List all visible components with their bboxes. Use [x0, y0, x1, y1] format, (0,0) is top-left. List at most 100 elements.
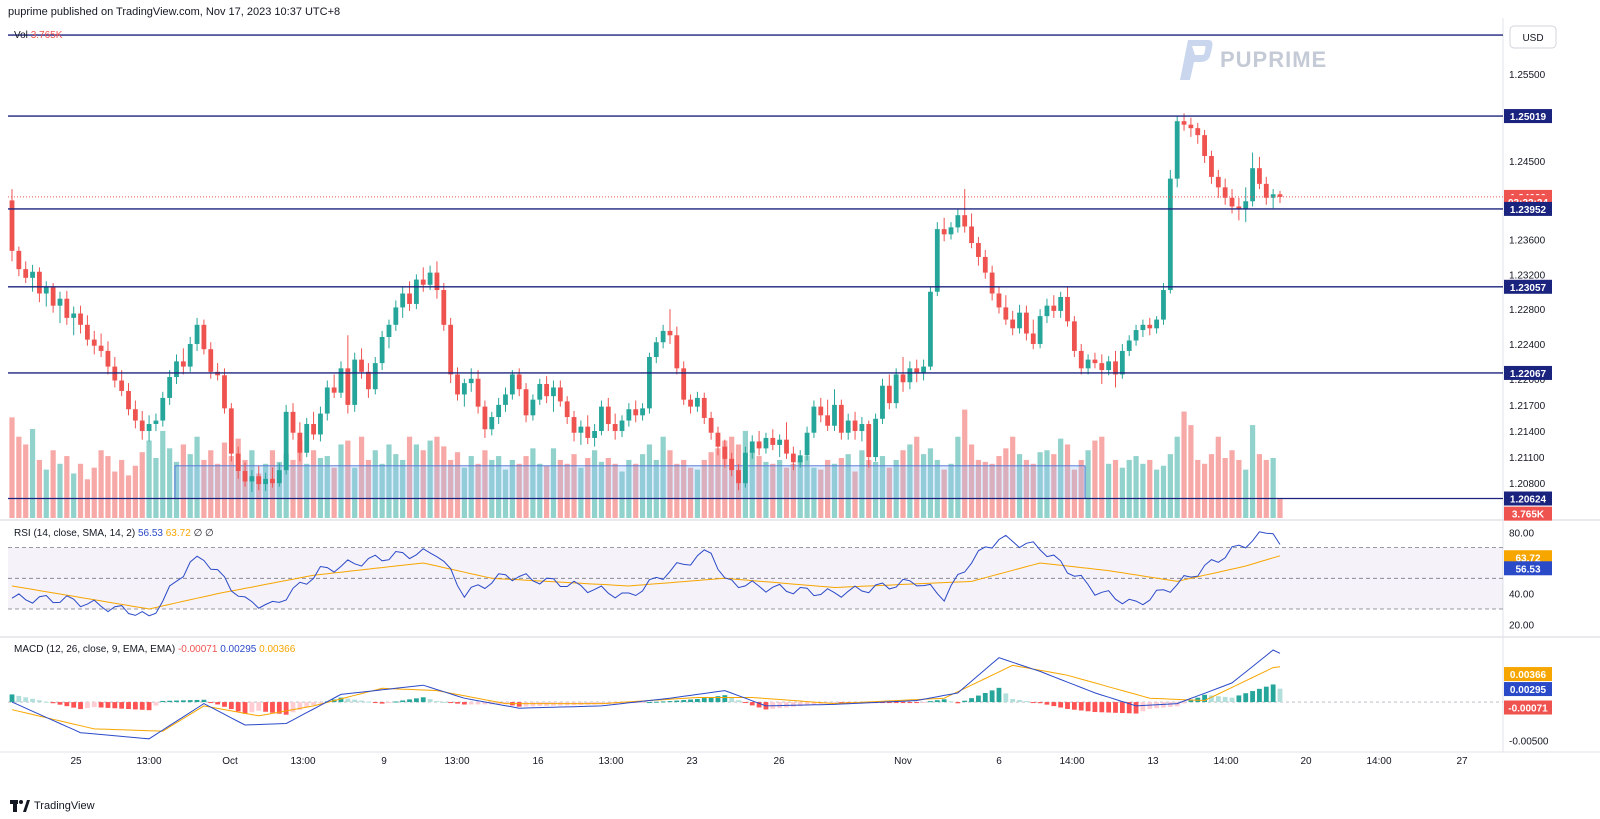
volume-bar — [393, 454, 399, 518]
candle-body — [722, 446, 728, 459]
candle-body — [1106, 361, 1112, 371]
candle-body — [736, 470, 741, 484]
macd-histogram-bar — [427, 699, 433, 703]
volume-bar — [831, 463, 838, 518]
macd-histogram-bar — [276, 702, 282, 714]
candle-body — [934, 229, 940, 292]
volume-bar — [372, 450, 378, 518]
volume-bar — [619, 471, 625, 518]
volume-value: 3.765K — [31, 30, 63, 41]
rsi-band — [8, 547, 1503, 609]
volume-bar — [605, 458, 611, 518]
macd-histogram-bar — [201, 699, 207, 703]
volume-bar — [1085, 450, 1091, 518]
macd-label: MACD (12, 26, close, 9, EMA, EMA) -0.000… — [14, 644, 296, 655]
candle-body — [455, 374, 460, 395]
macd-histogram-bar — [468, 702, 474, 705]
time-axis-label: 9 — [381, 756, 387, 767]
macd-value-box — [1504, 667, 1552, 682]
puprime-logo-icon — [1180, 40, 1213, 80]
macd-histogram-bar — [455, 702, 460, 704]
candle-body — [1003, 307, 1009, 320]
volume-bar — [167, 448, 173, 518]
volume-bar — [1071, 469, 1077, 518]
macd-histogram-bar — [352, 699, 358, 703]
chart-canvas[interactable]: USD 1.25500 1.24500 1.23600 1.23200 1.22800 1.… — [0, 0, 1600, 800]
macd-histogram-bar — [681, 700, 687, 703]
candle-body — [859, 424, 865, 431]
volume-bar — [482, 450, 488, 518]
macd-histogram-bar — [832, 702, 837, 704]
volume-bar — [879, 456, 886, 518]
candle-body — [1051, 305, 1057, 311]
candle-body — [304, 424, 310, 453]
macd-histogram-bar — [345, 698, 351, 703]
volume-bar — [667, 450, 673, 518]
candle-body — [352, 359, 358, 405]
macd-histogram-bar — [71, 702, 77, 708]
macd-histogram-bar — [283, 702, 289, 715]
candle-body — [928, 291, 933, 367]
candle-body — [1222, 187, 1228, 198]
volume-bar — [208, 450, 214, 518]
candle-body — [1195, 128, 1201, 136]
volume-bar — [23, 444, 29, 518]
volume-bar — [1140, 463, 1146, 518]
volume-bar — [242, 459, 248, 518]
macd-histogram-bar — [784, 702, 789, 708]
candle-body — [1161, 290, 1166, 320]
macd-histogram-bar — [1071, 702, 1077, 710]
macd-histogram-bar — [57, 702, 63, 705]
volume-bar — [1270, 458, 1276, 518]
macd-line — [11, 649, 1281, 740]
volume-bar — [708, 452, 714, 518]
rsi-value-text: 56.53 — [1515, 564, 1540, 575]
volume-bar — [153, 458, 159, 518]
volume-bar — [523, 456, 529, 518]
price-label-text: 1.23057 — [1510, 283, 1547, 294]
macd-histogram-bar — [900, 702, 906, 704]
volume-label: Vol 3.765K — [14, 30, 63, 41]
volume-bar — [564, 463, 570, 518]
brand-text: TradingView — [34, 800, 95, 812]
macd-histogram-bar — [180, 700, 186, 703]
candle-body — [126, 390, 131, 410]
macd-histogram-bar — [222, 702, 227, 707]
volume-bar — [125, 475, 132, 518]
volume-bar — [578, 467, 584, 518]
candle-body — [715, 432, 721, 447]
macd-histogram-bar — [790, 702, 796, 707]
macd-histogram-bar — [407, 699, 412, 703]
macd-histogram-bar — [982, 692, 988, 703]
volume-bar — [866, 459, 872, 518]
macd-value-box — [1504, 682, 1552, 697]
macd-histogram-bar — [372, 702, 378, 704]
candle-body — [263, 478, 268, 485]
volume-bar — [722, 440, 728, 518]
macd-histogram-bar — [1037, 702, 1043, 704]
macd-histogram-bar — [64, 702, 70, 707]
volume-bar — [1010, 436, 1016, 518]
publish-info: puprime published on TradingView.com, No… — [8, 6, 341, 18]
macd-histogram-bar — [653, 701, 659, 703]
macd-histogram-bar — [160, 700, 166, 703]
volume-bar — [530, 448, 536, 518]
volume-bar — [324, 456, 330, 518]
macd-histogram-bar — [228, 702, 234, 710]
candle-body — [64, 298, 70, 318]
candle-body — [544, 383, 550, 397]
macd-histogram-bar — [708, 697, 714, 703]
volume-bar — [1229, 450, 1235, 518]
candle-body — [612, 424, 618, 431]
volume-bar — [852, 471, 858, 518]
candle-body — [537, 383, 543, 400]
candle-body — [84, 324, 90, 340]
candle-body — [695, 397, 700, 407]
candle-body — [91, 339, 97, 346]
macd-histogram-bar — [797, 702, 803, 707]
candle-body — [1078, 350, 1084, 369]
macd-histogram-bar — [647, 702, 652, 704]
macd-histogram-bar — [1188, 700, 1194, 703]
highlight-range-box — [174, 465, 1086, 500]
macd-histogram-bar — [1024, 701, 1029, 703]
